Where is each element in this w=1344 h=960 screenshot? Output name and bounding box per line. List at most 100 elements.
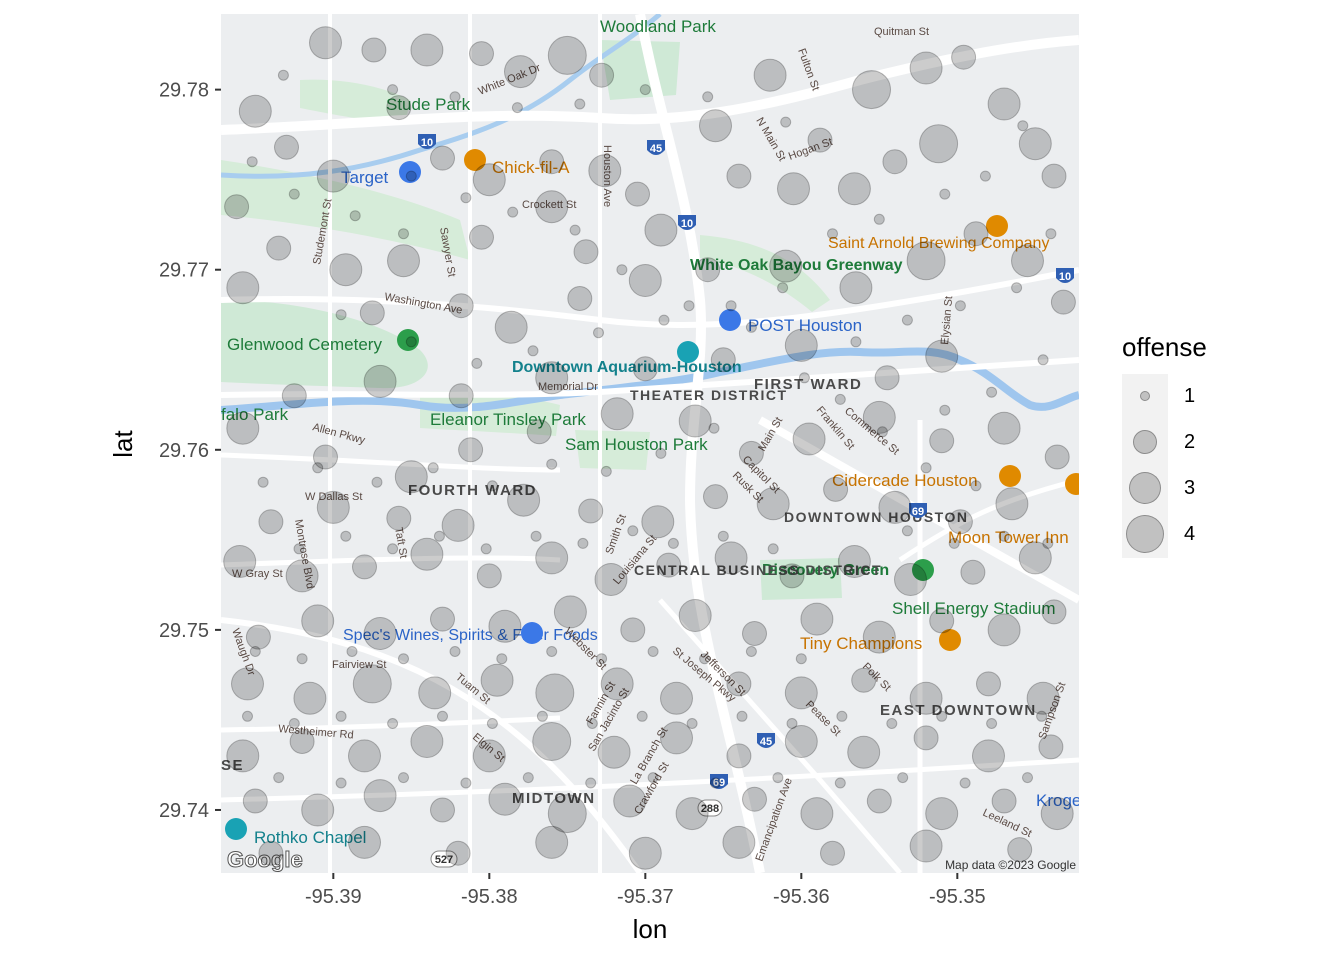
crime-point [594, 563, 628, 596]
crime-point [839, 271, 873, 305]
crime-point [585, 777, 597, 789]
crime-point [301, 793, 335, 827]
crime-point [387, 84, 399, 96]
crime-point [710, 777, 721, 789]
crime-point [223, 545, 257, 578]
crime-point [702, 91, 714, 103]
crime-point [613, 784, 647, 818]
crime-point [951, 44, 977, 70]
legend-label: 4 [1184, 523, 1196, 545]
crime-point [628, 264, 662, 297]
legend-item: 2 [1118, 420, 1238, 466]
crime-point [441, 508, 475, 542]
crime-point [258, 509, 284, 535]
crime-point [600, 465, 612, 477]
crime-point [522, 772, 534, 784]
basemap-background [221, 14, 1079, 873]
crime-point [1041, 163, 1067, 189]
crime-point [882, 149, 908, 175]
poi-pins [225, 149, 1079, 840]
crime-point [987, 87, 1021, 121]
crime-point [913, 725, 939, 751]
crime-point [972, 739, 1005, 773]
crime-point [647, 772, 659, 784]
area-label: falo Park [221, 405, 289, 424]
crime-point [335, 710, 347, 722]
crime-point [909, 681, 943, 715]
crime-point [986, 718, 998, 729]
crime-point [386, 95, 412, 121]
crime-point [600, 667, 634, 701]
crime-point [745, 321, 757, 333]
crime-point [834, 777, 846, 789]
crime-point [644, 213, 678, 247]
x-tick-label: -95.36 [773, 886, 830, 908]
crime-point [242, 788, 268, 814]
crime-point [352, 554, 377, 580]
shield-number: 10 [681, 218, 693, 230]
crime-point [979, 170, 991, 182]
crime-point [312, 462, 324, 474]
crime-point [289, 729, 315, 754]
x-tick-label: -95.38 [461, 886, 518, 908]
crime-point [995, 487, 1029, 521]
interstate-10-shield: 10 [1056, 268, 1074, 283]
crime-point [876, 426, 888, 438]
crime-point [772, 772, 784, 784]
crime-point [959, 777, 971, 789]
crime-point [717, 530, 729, 542]
crime-point [1045, 228, 1057, 240]
crime-point [405, 170, 417, 182]
crime-point [929, 428, 955, 454]
crime-point [593, 327, 604, 339]
street-label: Taft St [392, 526, 409, 559]
poi-label: Shell Energy Stadium [892, 599, 1055, 618]
crime-point [348, 739, 381, 773]
interstate-69-shield: 69 [909, 503, 927, 518]
crime-point [273, 772, 285, 784]
crime-point [753, 58, 787, 92]
crime-point [970, 480, 982, 492]
buffalo-bayou [221, 347, 1079, 414]
crime-point [834, 393, 846, 405]
crime-point [909, 51, 943, 85]
crime-point [929, 608, 955, 634]
crime-point [987, 411, 1021, 445]
x-axis: -95.39 -95.38 -95.37 -95.36 -95.35 [305, 873, 986, 908]
crime-point [410, 725, 444, 758]
crime-point [837, 172, 871, 206]
crime-point [742, 786, 767, 812]
crime-point [660, 721, 693, 755]
poi-label: Chick-fil-A [492, 158, 570, 177]
crime-point [726, 743, 752, 769]
street-label: Crockett St [522, 199, 576, 211]
poi-label: Tiny Champions [800, 634, 922, 653]
stadium-pin-icon [912, 559, 934, 581]
crime-point [449, 646, 461, 657]
crime-point [274, 134, 299, 160]
crime-point [527, 345, 539, 357]
crime-point [569, 224, 581, 236]
crime-point [894, 563, 927, 596]
crime-point [722, 825, 756, 859]
area-label: Sam Houston Park [565, 435, 708, 454]
district-label: EAST DOWNTOWN [880, 702, 1037, 719]
shield-number: 69 [713, 777, 725, 789]
crime-point [488, 782, 522, 816]
crime-point [346, 646, 358, 657]
crime-point [987, 613, 1021, 647]
state-527-shield: 527 [430, 850, 458, 868]
crime-point [683, 300, 695, 312]
crime-point [878, 490, 912, 524]
y-tick-label: 29.75 [159, 620, 209, 642]
crime-point [1036, 710, 1048, 722]
crime-point [437, 710, 448, 722]
crime-point [526, 419, 552, 445]
crime-point [647, 646, 659, 657]
crime-point [238, 94, 272, 128]
crime-point [448, 383, 474, 409]
crime-point [530, 530, 542, 542]
park-glenwood [221, 300, 428, 389]
crime-point [1050, 289, 1076, 315]
